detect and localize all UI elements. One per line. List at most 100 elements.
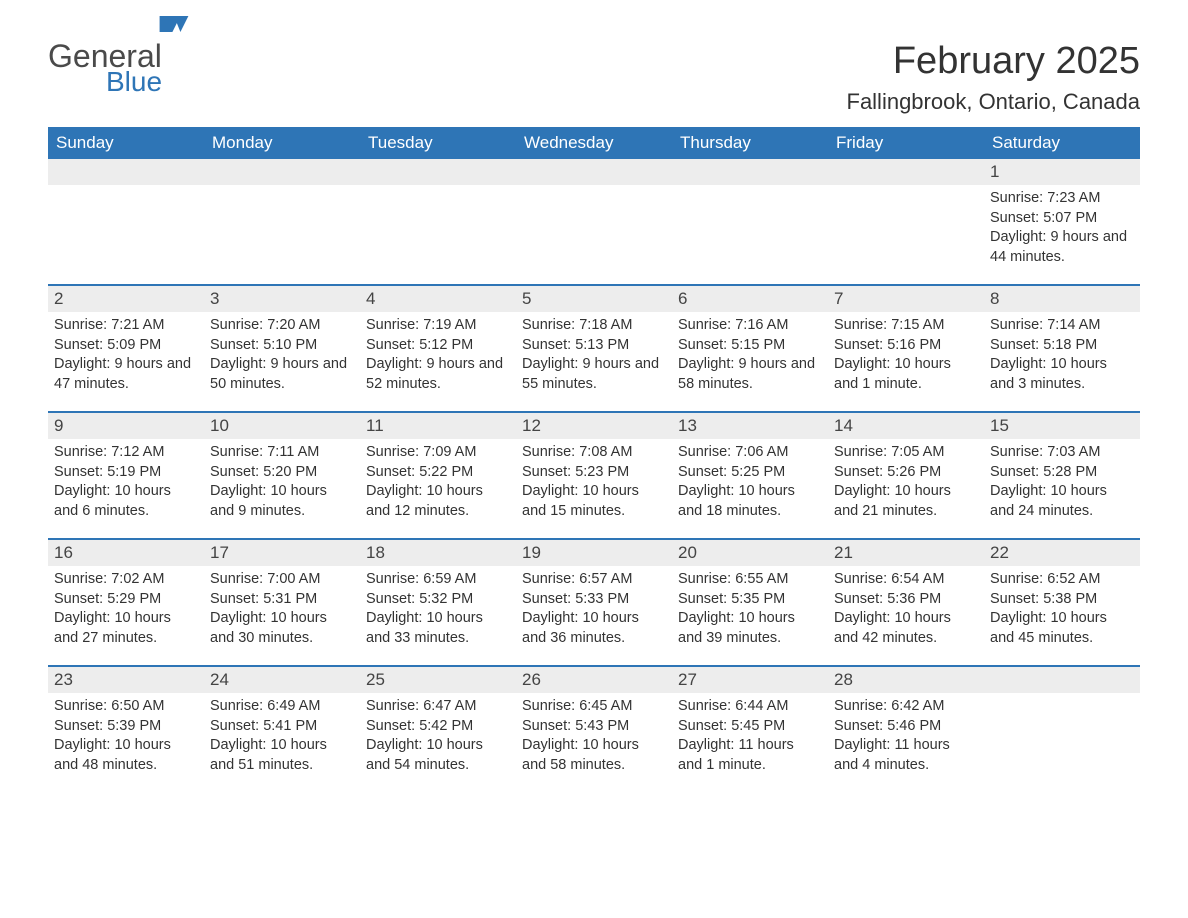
sunset-text: Sunset: 5:33 PM — [522, 590, 666, 610]
day-number: 27 — [672, 667, 828, 693]
day-details: Sunrise: 7:21 AMSunset: 5:09 PMDaylight:… — [48, 312, 204, 402]
calendar-day: 17Sunrise: 7:00 AMSunset: 5:31 PMDayligh… — [204, 540, 360, 665]
logo: General Blue — [48, 40, 190, 96]
daylight-text: Daylight: 10 hours and 48 minutes. — [54, 736, 198, 775]
day-number: 13 — [672, 413, 828, 439]
calendar: Sunday Monday Tuesday Wednesday Thursday… — [48, 127, 1140, 792]
daylight-text: Daylight: 9 hours and 47 minutes. — [54, 355, 198, 394]
location: Fallingbrook, Ontario, Canada — [847, 89, 1141, 115]
sunrise-text: Sunrise: 7:18 AM — [522, 316, 666, 336]
sunset-text: Sunset: 5:38 PM — [990, 590, 1134, 610]
daylight-text: Daylight: 9 hours and 58 minutes. — [678, 355, 822, 394]
sunrise-text: Sunrise: 7:03 AM — [990, 443, 1134, 463]
calendar-day: 7Sunrise: 7:15 AMSunset: 5:16 PMDaylight… — [828, 286, 984, 411]
sunset-text: Sunset: 5:45 PM — [678, 717, 822, 737]
sunset-text: Sunset: 5:12 PM — [366, 336, 510, 356]
calendar-day — [984, 667, 1140, 792]
day-number: 8 — [984, 286, 1140, 312]
day-details: Sunrise: 7:23 AMSunset: 5:07 PMDaylight:… — [984, 185, 1140, 275]
sunset-text: Sunset: 5:41 PM — [210, 717, 354, 737]
day-details: Sunrise: 7:18 AMSunset: 5:13 PMDaylight:… — [516, 312, 672, 402]
day-details: Sunrise: 6:50 AMSunset: 5:39 PMDaylight:… — [48, 693, 204, 783]
daylight-text: Daylight: 10 hours and 6 minutes. — [54, 482, 198, 521]
sunrise-text: Sunrise: 7:16 AM — [678, 316, 822, 336]
sunrise-text: Sunrise: 6:52 AM — [990, 570, 1134, 590]
daylight-text: Daylight: 10 hours and 21 minutes. — [834, 482, 978, 521]
daylight-text: Daylight: 9 hours and 50 minutes. — [210, 355, 354, 394]
calendar-day: 10Sunrise: 7:11 AMSunset: 5:20 PMDayligh… — [204, 413, 360, 538]
sunrise-text: Sunrise: 6:50 AM — [54, 697, 198, 717]
sunset-text: Sunset: 5:35 PM — [678, 590, 822, 610]
daylight-text: Daylight: 10 hours and 42 minutes. — [834, 609, 978, 648]
calendar-day: 28Sunrise: 6:42 AMSunset: 5:46 PMDayligh… — [828, 667, 984, 792]
sunset-text: Sunset: 5:19 PM — [54, 463, 198, 483]
sunset-text: Sunset: 5:16 PM — [834, 336, 978, 356]
daylight-text: Daylight: 10 hours and 39 minutes. — [678, 609, 822, 648]
day-number: 22 — [984, 540, 1140, 566]
calendar-day: 12Sunrise: 7:08 AMSunset: 5:23 PMDayligh… — [516, 413, 672, 538]
sunset-text: Sunset: 5:43 PM — [522, 717, 666, 737]
sunrise-text: Sunrise: 6:59 AM — [366, 570, 510, 590]
daylight-text: Daylight: 11 hours and 4 minutes. — [834, 736, 978, 775]
daylight-text: Daylight: 10 hours and 30 minutes. — [210, 609, 354, 648]
day-number: 18 — [360, 540, 516, 566]
day-number: 6 — [672, 286, 828, 312]
day-number: 3 — [204, 286, 360, 312]
sunrise-text: Sunrise: 7:02 AM — [54, 570, 198, 590]
day-details: Sunrise: 6:49 AMSunset: 5:41 PMDaylight:… — [204, 693, 360, 783]
day-details: Sunrise: 7:08 AMSunset: 5:23 PMDaylight:… — [516, 439, 672, 529]
calendar-day: 16Sunrise: 7:02 AMSunset: 5:29 PMDayligh… — [48, 540, 204, 665]
day-details: Sunrise: 6:57 AMSunset: 5:33 PMDaylight:… — [516, 566, 672, 656]
sunrise-text: Sunrise: 7:21 AM — [54, 316, 198, 336]
day-details: Sunrise: 6:45 AMSunset: 5:43 PMDaylight:… — [516, 693, 672, 783]
calendar-day — [360, 159, 516, 284]
sunset-text: Sunset: 5:26 PM — [834, 463, 978, 483]
sunrise-text: Sunrise: 7:20 AM — [210, 316, 354, 336]
day-details: Sunrise: 7:19 AMSunset: 5:12 PMDaylight:… — [360, 312, 516, 402]
sunset-text: Sunset: 5:36 PM — [834, 590, 978, 610]
calendar-day: 6 Sunrise: 7:16 AMSunset: 5:15 PMDaylight… — [672, 286, 828, 411]
calendar-week: 23Sunrise: 6:50 AMSunset: 5:39 PMDayligh… — [48, 665, 1140, 792]
daylight-text: Daylight: 10 hours and 54 minutes. — [366, 736, 510, 775]
sunset-text: Sunset: 5:10 PM — [210, 336, 354, 356]
day-number — [828, 159, 984, 185]
day-details: Sunrise: 6:42 AMSunset: 5:46 PMDaylight:… — [828, 693, 984, 783]
daylight-text: Daylight: 10 hours and 24 minutes. — [990, 482, 1134, 521]
calendar-day — [516, 159, 672, 284]
day-details: Sunrise: 7:03 AMSunset: 5:28 PMDaylight:… — [984, 439, 1140, 529]
daylight-text: Daylight: 10 hours and 15 minutes. — [522, 482, 666, 521]
calendar-day: 5Sunrise: 7:18 AMSunset: 5:13 PMDaylight… — [516, 286, 672, 411]
sunrise-text: Sunrise: 7:05 AM — [834, 443, 978, 463]
sunset-text: Sunset: 5:28 PM — [990, 463, 1134, 483]
daylight-text: Daylight: 10 hours and 51 minutes. — [210, 736, 354, 775]
logo-flag-icon — [158, 14, 190, 34]
day-details: Sunrise: 6:44 AMSunset: 5:45 PMDaylight:… — [672, 693, 828, 783]
daylight-text: Daylight: 10 hours and 36 minutes. — [522, 609, 666, 648]
day-number: 26 — [516, 667, 672, 693]
day-details: Sunrise: 7:14 AMSunset: 5:18 PMDaylight:… — [984, 312, 1140, 402]
day-number: 21 — [828, 540, 984, 566]
weekday-header: Tuesday — [360, 127, 516, 159]
sunset-text: Sunset: 5:13 PM — [522, 336, 666, 356]
day-details: Sunrise: 7:05 AMSunset: 5:26 PMDaylight:… — [828, 439, 984, 529]
daylight-text: Daylight: 10 hours and 18 minutes. — [678, 482, 822, 521]
daylight-text: Daylight: 11 hours and 1 minute. — [678, 736, 822, 775]
sunrise-text: Sunrise: 7:06 AM — [678, 443, 822, 463]
calendar-day: 2Sunrise: 7:21 AMSunset: 5:09 PMDaylight… — [48, 286, 204, 411]
calendar-day: 27Sunrise: 6:44 AMSunset: 5:45 PMDayligh… — [672, 667, 828, 792]
daylight-text: Daylight: 9 hours and 44 minutes. — [990, 228, 1134, 267]
sunset-text: Sunset: 5:23 PM — [522, 463, 666, 483]
sunset-text: Sunset: 5:18 PM — [990, 336, 1134, 356]
sunrise-text: Sunrise: 7:23 AM — [990, 189, 1134, 209]
day-number: 17 — [204, 540, 360, 566]
month-title: February 2025 — [847, 40, 1141, 83]
day-number: 14 — [828, 413, 984, 439]
sunrise-text: Sunrise: 6:49 AM — [210, 697, 354, 717]
day-number — [48, 159, 204, 185]
daylight-text: Daylight: 10 hours and 27 minutes. — [54, 609, 198, 648]
day-number: 10 — [204, 413, 360, 439]
day-details: Sunrise: 6:59 AMSunset: 5:32 PMDaylight:… — [360, 566, 516, 656]
sunset-text: Sunset: 5:32 PM — [366, 590, 510, 610]
daylight-text: Daylight: 10 hours and 1 minute. — [834, 355, 978, 394]
sunset-text: Sunset: 5:15 PM — [678, 336, 822, 356]
